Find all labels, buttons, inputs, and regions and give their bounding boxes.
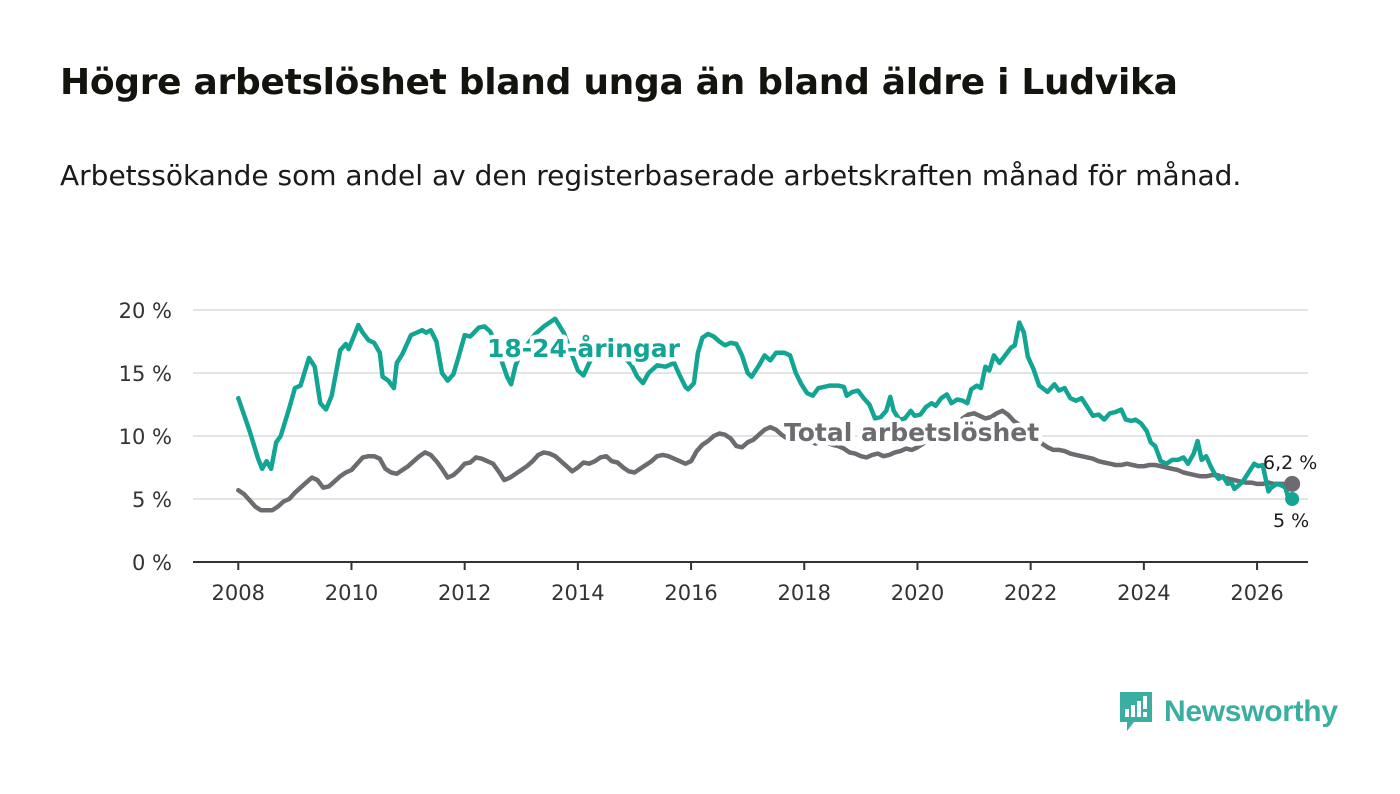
chart-subtitle: Arbetssökande som andel av den registerb…	[60, 159, 1242, 192]
x-tick-label-2014: 2014	[551, 581, 604, 605]
x-tick-label-2010: 2010	[325, 581, 378, 605]
x-tick-label-2008: 2008	[212, 581, 265, 605]
series-label-unga-halo: 18-24-åringar	[487, 334, 681, 363]
end-marker-total	[1284, 475, 1301, 492]
x-tick-label-2016: 2016	[664, 581, 717, 605]
newsworthy-wordmark: Newsworthy	[1164, 695, 1338, 728]
x-tick-label-2012: 2012	[438, 581, 491, 605]
series-layer	[236, 316, 1301, 513]
series-label-total-halo: Total arbetslöshet	[784, 418, 1039, 447]
label-layer: 6,2 %5 %18-24-åringar18-24-åringarTotal …	[483, 330, 1318, 533]
y-tick-label-20: 20 %	[119, 299, 172, 323]
x-tick-label-2018: 2018	[778, 581, 831, 605]
grid-layer	[193, 309, 1308, 500]
y-tick-label-5: 5 %	[132, 488, 172, 512]
end-label-unga: 5 %	[1273, 510, 1309, 532]
axis-layer: 0 % 5 % 10 % 15 % 20 % 2008 2010 2012 2014 2016 20…	[119, 299, 1308, 605]
series-label-total: Total arbetslöshet	[784, 418, 1039, 447]
x-tick-label-2024: 2024	[1117, 581, 1170, 605]
series-line-total	[236, 408, 1295, 513]
y-tick-label-10: 10 %	[119, 425, 172, 449]
series-line-unga	[236, 316, 1295, 502]
chart-title: Högre arbetslöshet bland unga än bland ä…	[60, 62, 1178, 103]
x-tick-label-2026: 2026	[1230, 581, 1283, 605]
end-marker-unga	[1285, 492, 1300, 506]
y-tick-label-0: 0 %	[132, 551, 172, 575]
series-label-unga: 18-24-åringar	[487, 334, 681, 363]
x-tick-label-2022: 2022	[1004, 581, 1057, 605]
end-label-total: 6,2 %	[1263, 452, 1317, 474]
x-tick-label-2020: 2020	[891, 581, 944, 605]
newsworthy-logo[interactable]: Newsworthy	[1118, 690, 1338, 734]
newsworthy-chart-icon	[1120, 692, 1152, 731]
y-tick-label-15: 15 %	[119, 362, 172, 386]
